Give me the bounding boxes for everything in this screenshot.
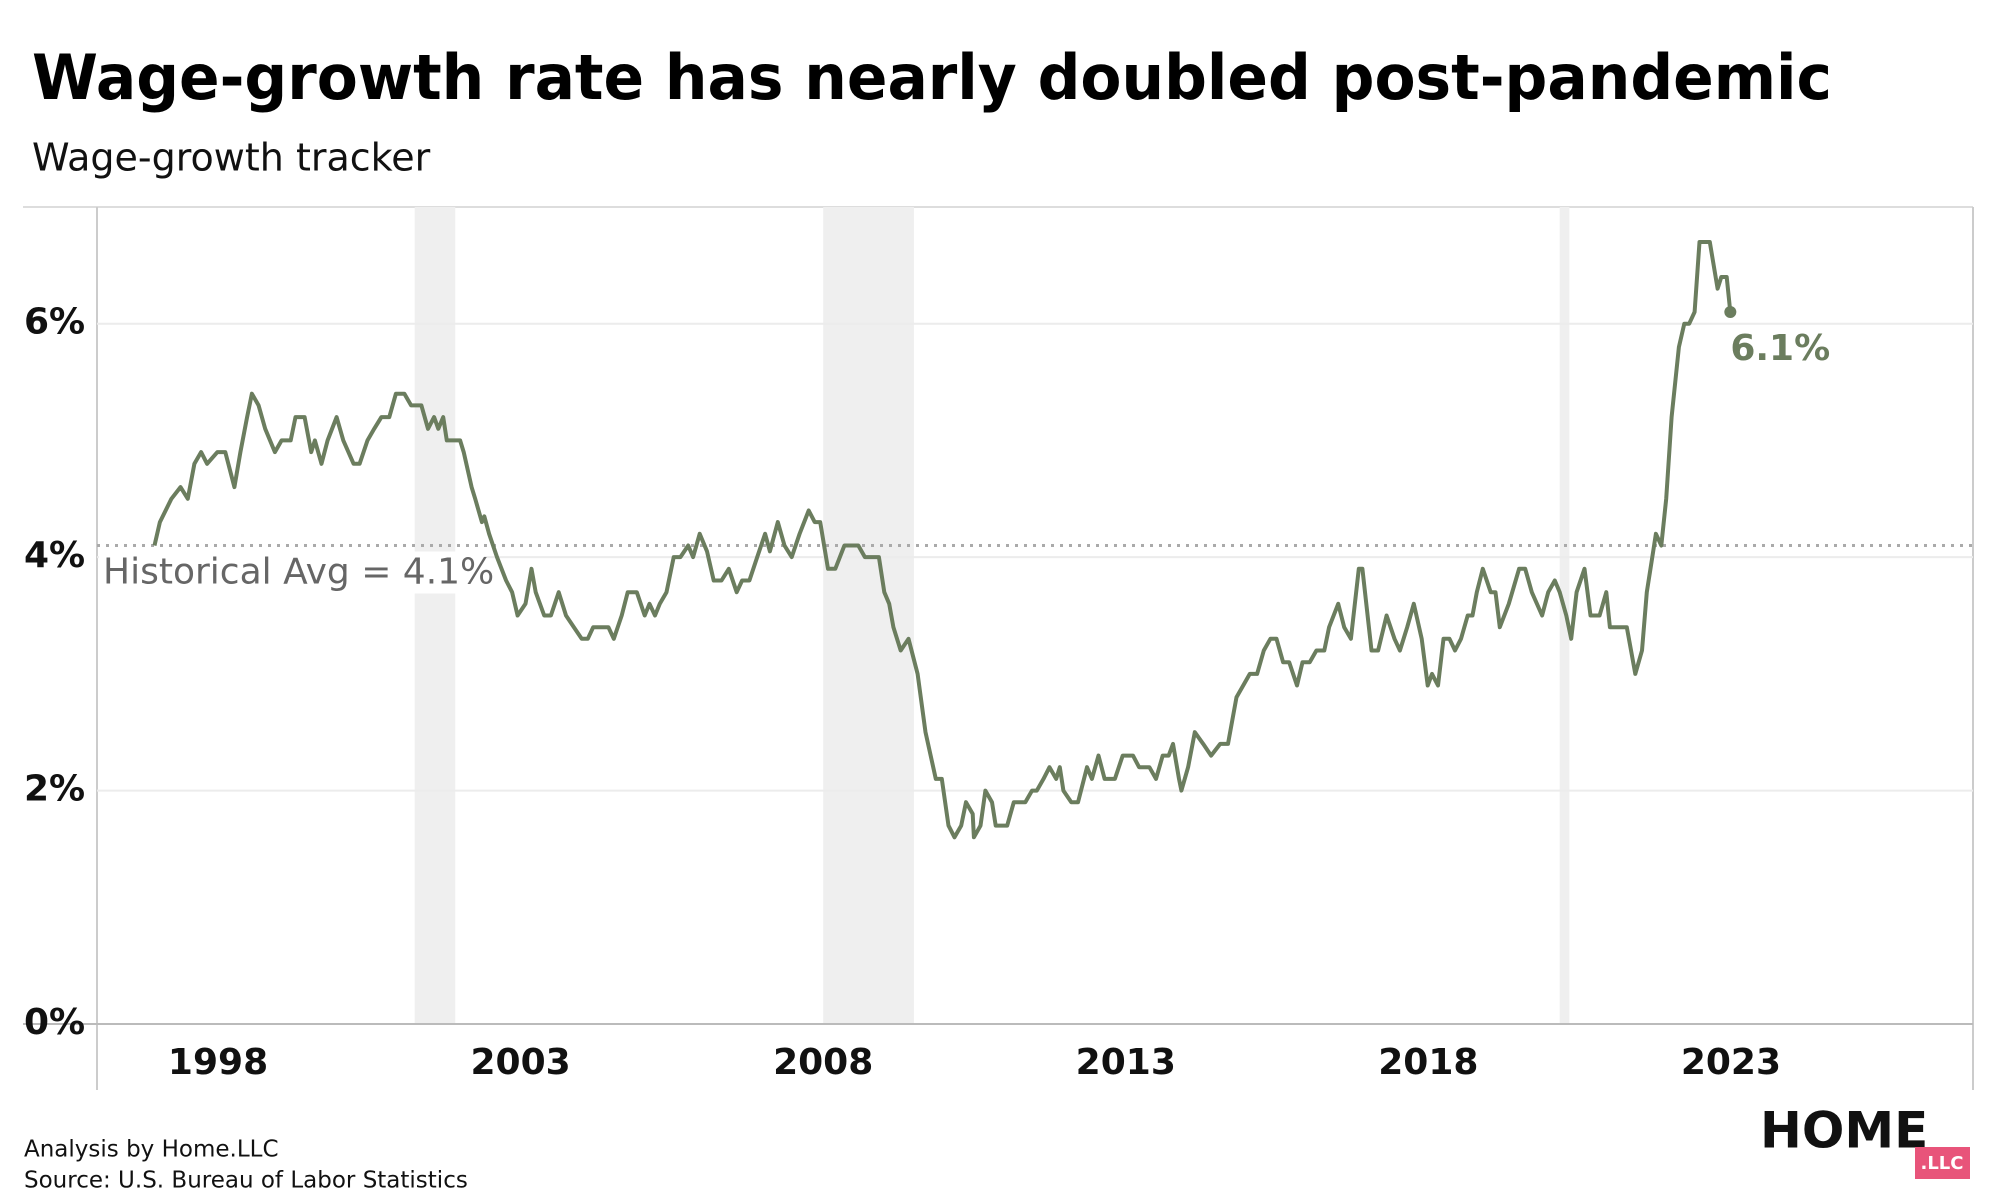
logo-badge-text: .LLC	[1921, 1153, 1964, 1174]
logo-badge	[1915, 1147, 1970, 1179]
chart-subtitle: Wage-growth tracker	[32, 136, 431, 180]
x-tick-label: 2023	[1681, 1042, 1781, 1083]
logo-text: HOME	[1760, 1102, 1928, 1160]
y-tick-label: 0%	[24, 1002, 85, 1043]
average-label-bg	[99, 551, 484, 594]
grid	[97, 322, 1973, 1025]
x-tick-label: 2003	[471, 1042, 571, 1083]
x-tick-label: 2008	[773, 1042, 873, 1083]
x-tick-label: 2013	[1076, 1042, 1176, 1083]
footer-analysis: Analysis by Home.LLC	[24, 1137, 279, 1163]
x-tick-label: 2018	[1378, 1042, 1478, 1083]
recession-band	[823, 207, 914, 1024]
recession-band	[414, 207, 456, 1024]
y-tick-label: 6%	[24, 302, 85, 343]
x-tick-label: 1998	[168, 1042, 268, 1083]
series-line	[152, 240, 1733, 840]
chart-title: Wage-growth rate has nearly doubled post…	[32, 41, 1832, 114]
end-dot	[1724, 306, 1737, 319]
y-tick-label: 4%	[24, 535, 85, 576]
average-label: Historical Avg = 4.1%	[103, 551, 494, 592]
end-label: 6.1%	[1730, 328, 1830, 369]
recession-bands	[414, 207, 1570, 1024]
footer-source: Source: U.S. Bureau of Labor Statistics	[24, 1168, 468, 1194]
y-tick-label: 2%	[24, 769, 85, 810]
